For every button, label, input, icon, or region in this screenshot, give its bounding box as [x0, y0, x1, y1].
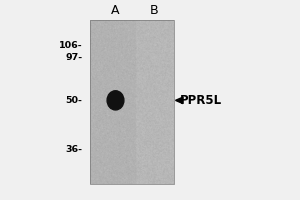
Text: PPR5L: PPR5L: [180, 94, 222, 107]
Text: 50-: 50-: [66, 96, 83, 105]
Bar: [90, 20, 174, 184]
Text: 106-: 106-: [59, 41, 82, 50]
Text: 97-: 97-: [65, 53, 83, 62]
Text: A: A: [111, 4, 120, 18]
Text: B: B: [150, 4, 159, 18]
Polygon shape: [176, 97, 183, 104]
Ellipse shape: [107, 91, 124, 110]
Text: 36-: 36-: [65, 145, 83, 154]
